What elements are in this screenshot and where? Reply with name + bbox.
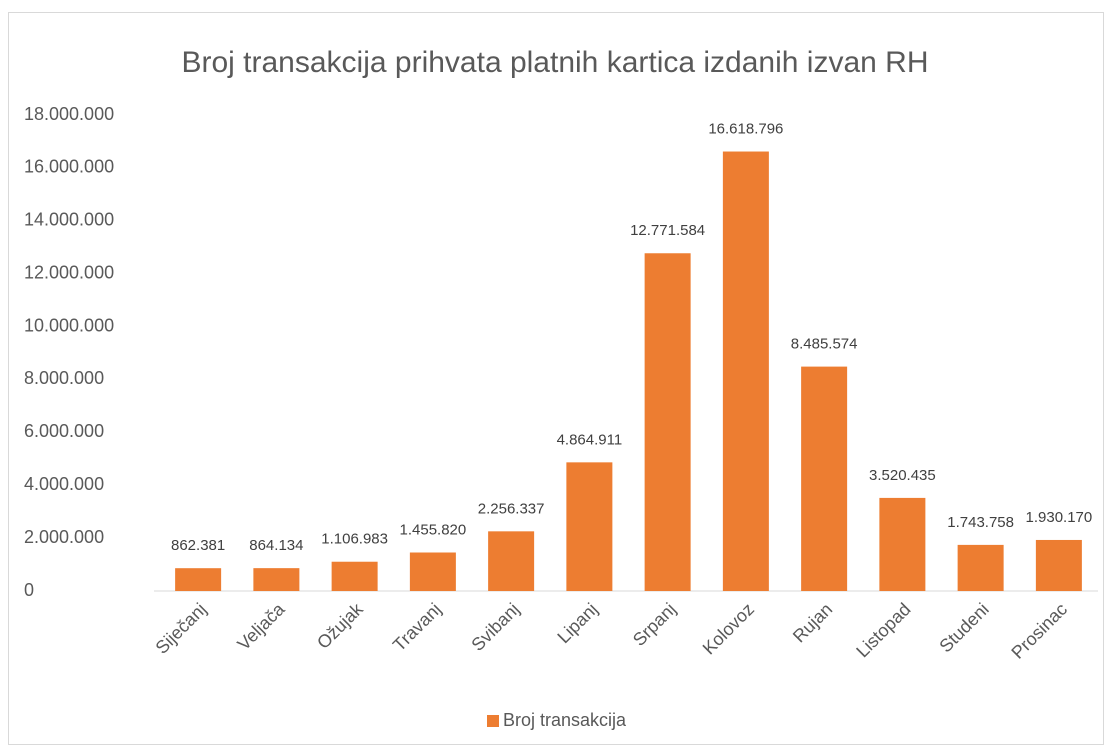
value-label: 1.930.170 [1026,509,1093,526]
y-tick-label: 18.000.000 [24,104,114,124]
y-tick-label: 10.000.000 [24,315,114,335]
bar [175,568,222,591]
bar [488,531,535,591]
legend-swatch [487,715,499,727]
bar [801,366,848,591]
y-tick-label: 14.000.000 [24,210,114,230]
chart-title: Broj transakcija prihvata platnih kartic… [181,46,928,79]
y-tick-label: 0 [24,580,34,600]
value-label: 2.256.337 [478,500,545,517]
value-label: 862.381 [171,537,225,554]
value-label: 12.771.584 [630,222,705,239]
value-label: 8.485.574 [791,336,858,353]
y-tick-label: 4.000.000 [24,474,104,494]
bar [644,253,691,591]
bar [879,497,926,591]
value-label: 1.743.758 [947,514,1014,531]
value-label: 1.455.820 [400,521,467,538]
bar [957,544,1004,591]
legend-label: Broj transakcija [503,710,627,730]
y-tick-label: 16.000.000 [24,157,114,177]
bar [1035,539,1082,591]
chart-border [8,12,1104,745]
y-tick-label: 2.000.000 [24,527,104,547]
value-label: 3.520.435 [869,467,936,484]
bar [566,462,613,591]
y-tick-label: 6.000.000 [24,421,104,441]
value-label: 16.618.796 [708,120,783,137]
bar [409,552,456,591]
bar [253,568,300,591]
value-label: 1.106.983 [321,531,388,548]
bar [722,151,769,591]
value-label: 4.864.911 [557,431,623,448]
bar [331,561,378,591]
value-label: 864.134 [249,537,303,554]
y-tick-label: 8.000.000 [24,368,104,388]
y-tick-label: 12.000.000 [24,262,114,282]
